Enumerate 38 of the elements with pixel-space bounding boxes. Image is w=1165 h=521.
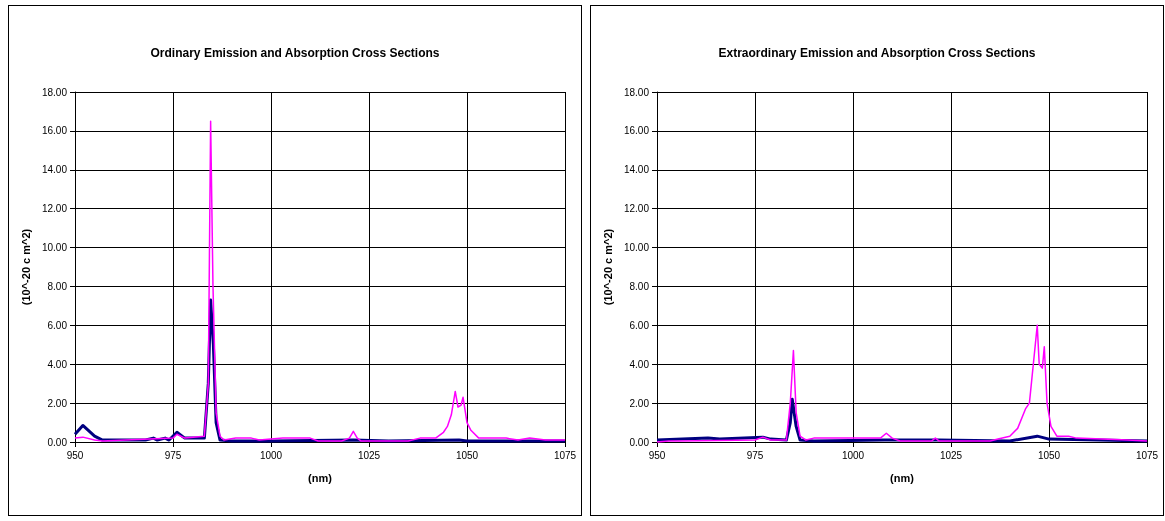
x-tick-label: 975: [164, 449, 182, 461]
y-tick-label: 0.00: [629, 436, 650, 448]
x-tick-label: 1075: [553, 449, 577, 461]
x-tick-label: 975: [746, 449, 764, 461]
y-tick-label: 14.00: [623, 164, 650, 176]
y-tick-label: 2.00: [47, 397, 68, 409]
y-tick-label: 4.00: [47, 358, 68, 370]
x-axis-title: (nm): [308, 471, 333, 484]
y-tick-label: 8.00: [47, 280, 68, 292]
y-tick-label: 0.00: [47, 436, 68, 448]
y-tick-label: 16.00: [623, 125, 650, 137]
y-tick-label: 14.00: [41, 164, 68, 176]
x-tick-label: 950: [648, 449, 666, 461]
y-tick-label: 18.00: [623, 86, 650, 98]
y-tick-label: 6.00: [47, 319, 68, 331]
y-tick-label: 2.00: [629, 397, 650, 409]
y-tick-label: 6.00: [629, 319, 650, 331]
x-tick-label: 1050: [455, 449, 479, 461]
x-tick-label: 1025: [357, 449, 381, 461]
y-tick-label: 4.00: [629, 358, 650, 370]
x-axis-title: (nm): [890, 471, 915, 484]
y-axis-title: (10^-20 c m^2): [601, 228, 614, 306]
y-tick-label: 18.00: [41, 86, 68, 98]
x-tick-label: 1000: [841, 449, 865, 461]
y-tick-label: 12.00: [41, 203, 68, 215]
x-tick-label: 1075: [1135, 449, 1159, 461]
x-tick-label: 950: [66, 449, 84, 461]
y-tick-label: 8.00: [629, 280, 650, 292]
x-tick-label: 1050: [1037, 449, 1061, 461]
y-tick-label: 12.00: [623, 203, 650, 215]
y-tick-label: 10.00: [41, 242, 68, 254]
y-tick-label: 16.00: [41, 125, 68, 137]
chart-title: Ordinary Emission and Absorption Cross Sections: [150, 46, 440, 60]
y-tick-label: 10.00: [623, 242, 650, 254]
chart-title: Extraordinary Emission and Absorption Cross Sections: [718, 46, 1036, 60]
x-tick-label: 1025: [939, 449, 963, 461]
y-axis-title: (10^-20 c m^2): [19, 228, 32, 306]
x-tick-label: 1000: [259, 449, 283, 461]
